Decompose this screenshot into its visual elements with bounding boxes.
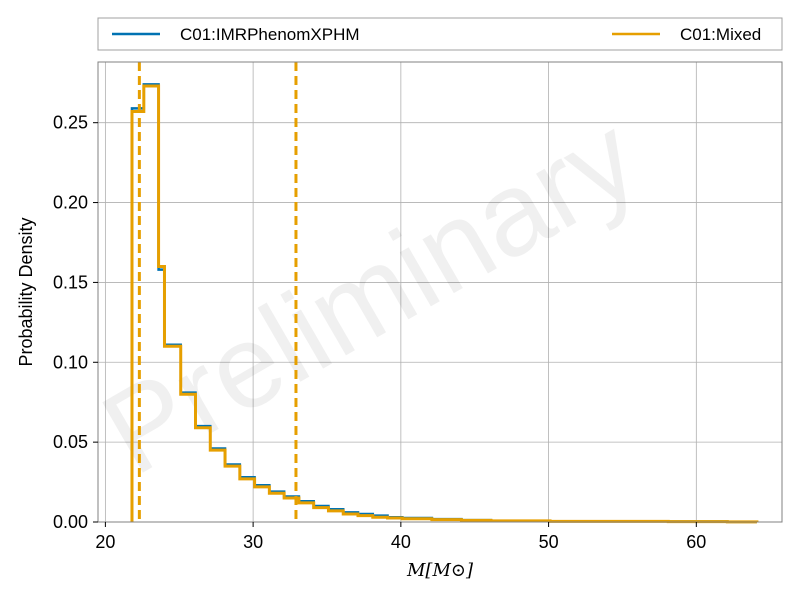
x-tick-label: 40	[391, 532, 411, 552]
y-tick-label: 0.25	[53, 113, 88, 133]
plot-area: Preliminary	[81, 61, 783, 524]
histogram-step-mixed	[130, 84, 759, 524]
legend-label-imrphenomxphm: C01:IMRPhenomXPHM	[180, 25, 360, 44]
legend: C01:IMRPhenomXPHM C01:Mixed	[97, 17, 783, 51]
legend-label-mixed: C01:Mixed	[680, 25, 761, 44]
y-tick-label: 0.05	[53, 432, 88, 452]
interval-lines	[137, 62, 298, 522]
legend-frame	[97, 17, 783, 51]
x-tick-label: 60	[686, 532, 706, 552]
x-axis-label: M[M⊙]	[406, 560, 474, 581]
x-tick-label: 50	[539, 532, 559, 552]
y-axis-ticks: 0.00 0.05 0.10 0.15 0.20 0.25	[53, 113, 98, 532]
x-tick-label: 30	[243, 532, 263, 552]
plot-background	[98, 62, 782, 522]
histogram-series	[130, 83, 759, 524]
y-tick-label: 0.15	[53, 272, 88, 292]
y-axis-label: Probability Density	[16, 217, 36, 366]
y-tick-label: 0.00	[53, 512, 88, 532]
y-tick-label: 0.20	[53, 193, 88, 213]
y-tick-label: 0.10	[53, 352, 88, 372]
plot-frame	[97, 61, 783, 523]
x-tick-label: 20	[95, 532, 115, 552]
x-axis-ticks: 20 30 40 50 60	[95, 522, 706, 552]
